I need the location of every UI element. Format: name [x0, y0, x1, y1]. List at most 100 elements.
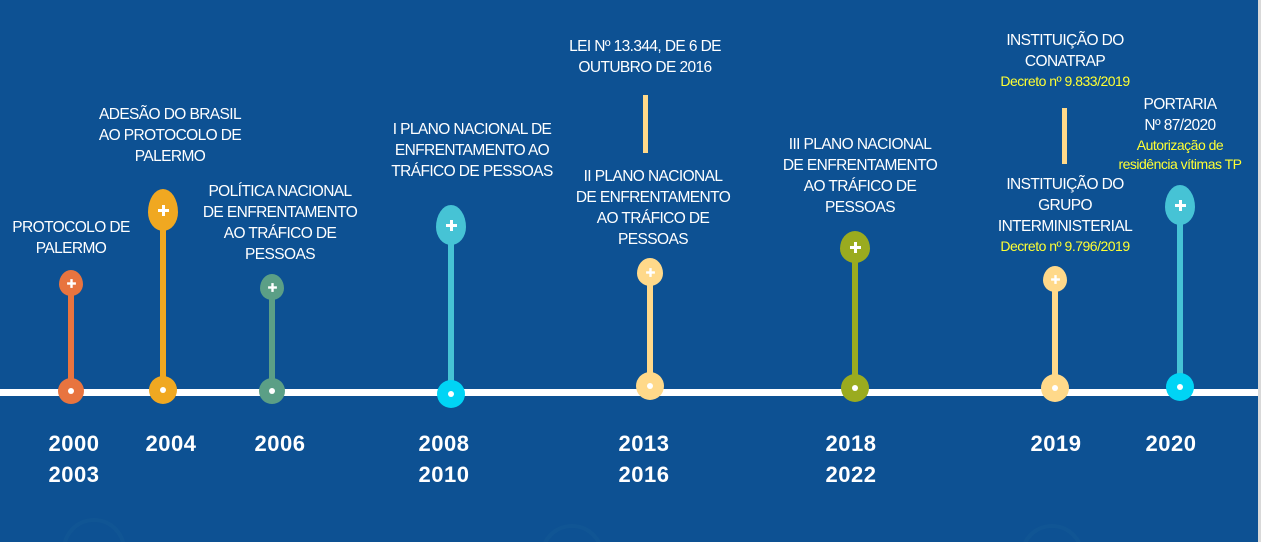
- event-label-iii-plano-nacional: III PLANO NACIONAL DE ENFRENTAMENTO AO T…: [765, 134, 955, 218]
- dot-icon: [160, 387, 166, 393]
- label-line: PROTOCOLO DE: [12, 219, 130, 236]
- year-label-2000: 2000 2003: [34, 428, 114, 490]
- decorative-arc: [62, 518, 126, 542]
- label-line: PESSOAS: [245, 246, 315, 263]
- plus-icon: [66, 278, 76, 288]
- event-label-lei-13344: LEI Nº 13.344, DE 6 DE OUTUBRO DE 2016: [545, 36, 745, 78]
- label-line: POLÍTICA NACIONAL: [208, 183, 352, 200]
- year-label-2006: 2006: [240, 428, 320, 459]
- marker-stem: [1052, 280, 1058, 390]
- event-label-adesao-brasil: ADESÃO DO BRASIL AO PROTOCOLO DE PALERMO: [85, 104, 255, 167]
- marker-head: [59, 270, 83, 296]
- label-line: LEI Nº 13.344, DE 6 DE: [569, 38, 721, 55]
- marker-stem: [269, 286, 275, 390]
- label-line: DE ENFRENTAMENTO: [782, 157, 938, 174]
- timeline-marker-2008[interactable]: [430, 203, 472, 409]
- label-line: PESSOAS: [618, 231, 688, 248]
- year-label-2018: 2018 2022: [811, 428, 891, 490]
- marker-base: [259, 378, 285, 404]
- year-line: 2008: [418, 431, 470, 456]
- marker-stem: [68, 282, 74, 392]
- event-label-conatrap: INSTITUIÇÃO DO CONATRAP Decreto nº 9.833…: [980, 30, 1150, 91]
- timeline-marker-2004[interactable]: [142, 185, 184, 407]
- label-line: AO TRÁFICO DE: [596, 210, 710, 227]
- marker-head: [1043, 266, 1067, 292]
- plus-icon: [157, 204, 169, 216]
- marker-stem: [647, 272, 653, 390]
- decorative-arc: [1020, 524, 1084, 542]
- label-line: PALERMO: [35, 240, 107, 257]
- marker-base: [841, 374, 869, 402]
- label-line: INSTITUIÇÃO DO: [1006, 32, 1124, 49]
- label-line: GRUPO: [1038, 197, 1092, 214]
- connector-bar-conatrap: [1062, 108, 1067, 164]
- event-label-protocolo-palermo: PROTOCOLO DE PALERMO: [6, 217, 136, 259]
- dot-icon: [68, 388, 74, 394]
- portaria-description: Autorização de: [1136, 137, 1224, 153]
- year-line: 2006: [254, 431, 306, 456]
- timeline-marker-2013[interactable]: [629, 258, 671, 408]
- marker-stem: [448, 223, 454, 393]
- timeline-marker-2006[interactable]: [251, 272, 293, 408]
- label-line: PESSOAS: [825, 199, 895, 216]
- label-line: AO TRÁFICO DE: [223, 225, 337, 242]
- marker-base: [1166, 373, 1194, 401]
- timeline-marker-2018[interactable]: [834, 231, 876, 407]
- label-line: INTERMINISTERIAL: [997, 218, 1133, 235]
- dot-icon: [647, 383, 653, 389]
- plus-icon: [849, 241, 861, 253]
- label-line: ENFRENTAMENTO AO: [394, 142, 550, 159]
- marker-stem: [160, 205, 166, 395]
- marker-base: [636, 372, 664, 400]
- marker-base: [149, 376, 177, 404]
- marker-head: [840, 231, 870, 263]
- label-line: DE ENFRENTAMENTO: [575, 189, 731, 206]
- year-label-2019: 2019: [1016, 428, 1096, 459]
- event-label-politica-nacional: POLÍTICA NACIONAL DE ENFRENTAMENTO AO TR…: [190, 181, 370, 265]
- plus-icon: [445, 219, 457, 231]
- label-line: ADESÃO DO BRASIL: [98, 106, 242, 123]
- decree-reference: Decreto nº 9.833/2019: [1000, 73, 1130, 89]
- timeline-marker-2019[interactable]: [1034, 266, 1076, 408]
- marker-head: [637, 258, 663, 286]
- marker-stem: [1177, 203, 1183, 393]
- dot-icon: [1177, 384, 1183, 390]
- year-label-2013: 2013 2016: [604, 428, 684, 490]
- marker-base: [58, 378, 84, 404]
- year-label-2004: 2004: [131, 428, 211, 459]
- marker-head: [148, 189, 178, 231]
- plus-icon: [645, 267, 655, 277]
- event-label-portaria-87: PORTARIA Nº 87/2020 Autorização de resid…: [1100, 94, 1258, 174]
- year-line: 2004: [145, 431, 197, 456]
- marker-head: [436, 205, 466, 245]
- label-line: III PLANO NACIONAL: [788, 136, 932, 153]
- connector-bar-lei: [643, 95, 648, 153]
- event-label-ii-plano-nacional: II PLANO NACIONAL DE ENFRENTAMENTO AO TR…: [560, 166, 746, 250]
- plus-icon: [1174, 199, 1186, 211]
- dot-icon: [852, 385, 858, 391]
- year-line: 2000: [48, 431, 100, 456]
- year-line: 2018: [825, 431, 877, 456]
- plus-icon: [1050, 274, 1060, 284]
- timeline-marker-2000[interactable]: [50, 268, 92, 408]
- decorative-arc: [540, 524, 604, 542]
- year-line: 2020: [1145, 431, 1197, 456]
- year-label-2020: 2020: [1131, 428, 1211, 459]
- event-label-i-plano-nacional: I PLANO NACIONAL DE ENFRENTAMENTO AO TRÁ…: [372, 119, 572, 182]
- portaria-description: residência vítimas TP: [1118, 156, 1242, 172]
- year-line: 2016: [618, 462, 670, 487]
- marker-head: [260, 274, 284, 300]
- dot-icon: [448, 391, 454, 397]
- year-line: 2022: [825, 462, 877, 487]
- timeline-marker-2020[interactable]: [1159, 183, 1201, 407]
- marker-base: [1041, 374, 1069, 402]
- plus-icon: [267, 282, 277, 292]
- label-line: AO PROTOCOLO DE: [98, 127, 242, 144]
- label-line: DE ENFRENTAMENTO: [202, 204, 358, 221]
- year-line: 2013: [618, 431, 670, 456]
- label-line: I PLANO NACIONAL DE: [392, 121, 552, 138]
- label-line: CONATRAP: [1024, 53, 1106, 70]
- year-line: 2010: [418, 462, 470, 487]
- year-line: 2003: [48, 462, 100, 487]
